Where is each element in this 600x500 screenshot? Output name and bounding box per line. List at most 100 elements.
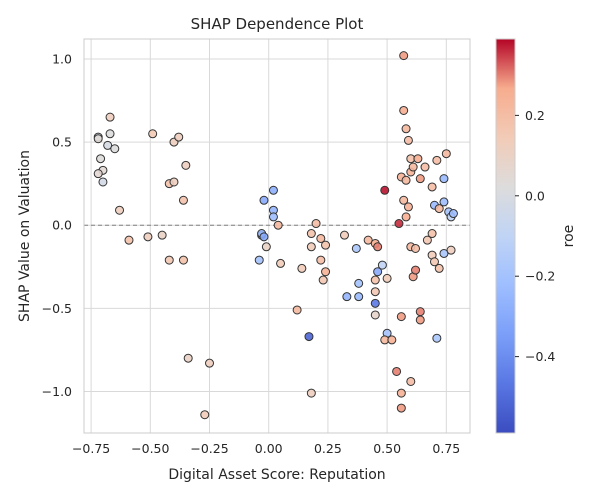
scatter-point — [387, 335, 397, 345]
scatter-point — [439, 248, 449, 258]
scatter-point — [396, 312, 406, 322]
scatter-point — [363, 235, 373, 245]
scatter-point — [339, 230, 349, 240]
y-tick-label: 0.0 — [52, 218, 72, 233]
scatter-point — [157, 230, 167, 240]
scatter-point — [380, 185, 390, 195]
x-axis-ticks: −0.75 −0.50 −0.25 0.00 0.25 0.50 0.75 — [72, 441, 460, 456]
scatter-point — [115, 205, 125, 215]
scatter-point — [408, 162, 418, 172]
scatter-point — [181, 160, 191, 170]
scatter-point — [420, 162, 430, 172]
colorbar-tick-label: −0.2 — [525, 269, 555, 284]
scatter-point — [415, 307, 425, 317]
scatter-point — [429, 257, 439, 267]
scatter-point — [415, 315, 425, 325]
scatter-point — [96, 154, 106, 164]
scatter-point — [318, 275, 328, 285]
scatter-point — [148, 129, 158, 139]
plot-frame — [83, 38, 471, 434]
scatter-point — [401, 124, 411, 134]
scatter-point — [422, 235, 432, 245]
scatter-point — [103, 140, 113, 150]
x-tick-label: 0.75 — [432, 441, 460, 456]
scatter-point — [439, 174, 449, 184]
scatter-point — [98, 177, 108, 187]
scatter-point — [304, 332, 314, 342]
colorbar — [495, 38, 516, 434]
scatter-point — [382, 273, 392, 283]
scatter-point — [370, 298, 380, 308]
y-tick-label: −1.0 — [42, 384, 72, 399]
scatter-point — [93, 169, 103, 179]
y-axis-ticks: 1.0 0.5 0.0 −0.5 −1.0 — [42, 51, 72, 398]
scatter-point — [403, 135, 413, 145]
scatter-point — [110, 144, 120, 154]
scatter-point — [392, 366, 402, 376]
y-tick-label: 1.0 — [52, 51, 72, 66]
colorbar-tick-label: 0.0 — [525, 188, 545, 203]
scatter-points — [93, 51, 458, 420]
scatter-point — [174, 132, 184, 142]
scatter-point — [403, 202, 413, 212]
scatter-point — [401, 175, 411, 185]
scatter-point — [169, 177, 179, 187]
scatter-point — [399, 195, 409, 205]
scatter-point — [448, 209, 458, 219]
scatter-point — [254, 255, 264, 265]
scatter-point — [124, 235, 134, 245]
scatter-point — [434, 204, 444, 214]
scatter-point — [276, 258, 286, 268]
scatter-point — [370, 287, 380, 297]
x-tick-label: −0.75 — [72, 441, 110, 456]
scatter-point — [268, 185, 278, 195]
chart-title: SHAP Dependence Plot — [191, 15, 364, 33]
grid — [84, 39, 470, 433]
scatter-point — [427, 182, 437, 192]
colorbar-tick-label: −0.4 — [525, 349, 555, 364]
scatter-point — [351, 243, 361, 253]
scatter-point — [342, 292, 352, 302]
scatter-point — [292, 305, 302, 315]
scatter-point — [399, 51, 409, 61]
scatter-point — [259, 232, 269, 242]
scatter-point — [396, 403, 406, 413]
scatter-point — [143, 232, 153, 242]
scatter-point — [411, 265, 421, 275]
scatter-point — [306, 229, 316, 239]
scatter-point — [411, 243, 421, 253]
scatter-point — [259, 195, 269, 205]
scatter-point — [321, 267, 331, 277]
x-tick-label: −0.25 — [190, 441, 228, 456]
scatter-point — [205, 358, 215, 368]
scatter-point — [261, 242, 271, 252]
scatter-point — [316, 233, 326, 243]
scatter-point — [306, 388, 316, 398]
scatter-point — [446, 245, 456, 255]
scatter-point — [178, 195, 188, 205]
scatter-point — [427, 229, 437, 239]
y-axis-label: SHAP Value on Valuation — [17, 150, 33, 322]
scatter-point — [311, 219, 321, 229]
y-tick-label: −0.5 — [42, 301, 72, 316]
scatter-point — [439, 197, 449, 207]
scatter-point — [354, 292, 364, 302]
scatter-point — [200, 410, 210, 420]
scatter-point — [399, 105, 409, 115]
scatter-point — [105, 112, 115, 122]
scatter-point — [394, 219, 404, 229]
scatter-point — [268, 212, 278, 222]
colorbar-label: roe — [561, 225, 577, 248]
scatter-point — [373, 267, 383, 277]
colorbar-tick-label: 0.2 — [525, 108, 545, 123]
scatter-point — [441, 149, 451, 159]
scatter-point — [373, 242, 383, 252]
x-axis-label: Digital Asset Score: Reputation — [168, 467, 385, 483]
scatter-point — [413, 154, 423, 164]
scatter-point — [297, 263, 307, 273]
scatter-point — [377, 260, 387, 270]
scatter-point — [273, 220, 283, 230]
scatter-point — [105, 129, 115, 139]
scatter-point — [354, 278, 364, 288]
